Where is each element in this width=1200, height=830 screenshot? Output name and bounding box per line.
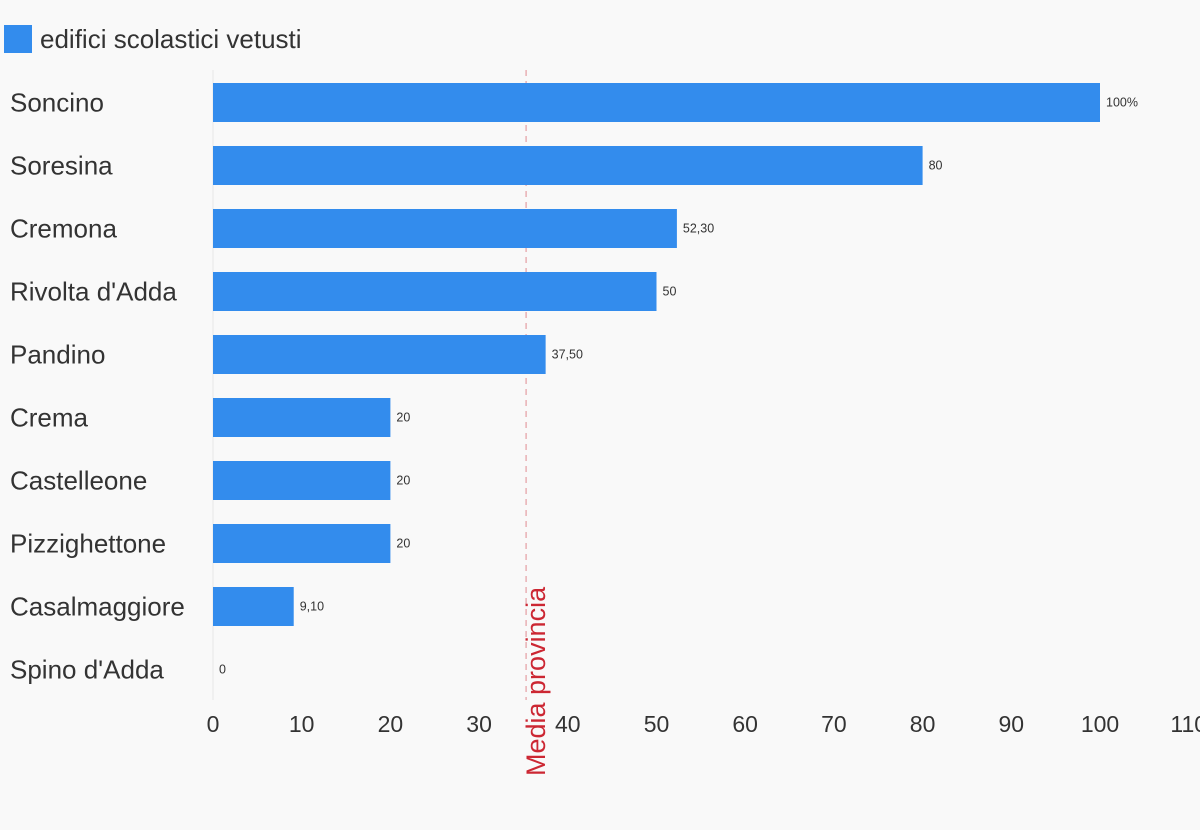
data-label: 80 bbox=[929, 159, 943, 173]
bar bbox=[213, 524, 391, 563]
bar bbox=[213, 146, 923, 185]
legend-label: edifici scolastici vetusti bbox=[40, 23, 302, 54]
bar bbox=[213, 398, 391, 437]
x-tick-label: 90 bbox=[999, 711, 1025, 737]
legend: edifici scolastici vetusti bbox=[4, 24, 302, 54]
x-tick-label: 0 bbox=[207, 711, 220, 737]
data-label: 52,30 bbox=[683, 222, 714, 236]
data-label: 50 bbox=[663, 285, 677, 299]
data-label: 9,10 bbox=[300, 600, 324, 614]
category-label: Soresina bbox=[10, 151, 113, 181]
bar bbox=[213, 83, 1100, 122]
data-label: 37,50 bbox=[552, 348, 583, 362]
x-tick-label: 20 bbox=[378, 711, 404, 737]
category-label: Cremona bbox=[10, 214, 117, 244]
data-label: 0 bbox=[219, 663, 226, 677]
bar bbox=[213, 209, 677, 248]
bar bbox=[213, 587, 294, 626]
x-tick-label: 60 bbox=[732, 711, 758, 737]
x-tick-label: 70 bbox=[821, 711, 847, 737]
x-tick-label: 10 bbox=[289, 711, 315, 737]
bar bbox=[213, 461, 391, 500]
legend-swatch bbox=[4, 25, 32, 53]
category-label: Castelleone bbox=[10, 466, 147, 496]
x-tick-label: 100 bbox=[1081, 711, 1119, 737]
category-label: Casalmaggiore bbox=[10, 592, 185, 622]
data-label: 20 bbox=[396, 474, 410, 488]
bar bbox=[213, 335, 546, 374]
category-label: Pandino bbox=[10, 340, 105, 370]
category-label: Pizzighettone bbox=[10, 529, 166, 559]
data-label: 20 bbox=[396, 411, 410, 425]
x-tick-label: 80 bbox=[910, 711, 936, 737]
data-label: 100% bbox=[1106, 96, 1138, 110]
category-label: Crema bbox=[10, 403, 89, 433]
reference-line-label: Media provincia bbox=[521, 586, 551, 776]
x-tick-label: 50 bbox=[644, 711, 670, 737]
data-label: 20 bbox=[396, 537, 410, 551]
category-label: Soncino bbox=[10, 88, 104, 118]
x-tick-label: 30 bbox=[466, 711, 492, 737]
x-tick-label: 110 bbox=[1170, 711, 1200, 737]
category-label: Rivolta d'Adda bbox=[10, 277, 177, 307]
x-tick-label: 40 bbox=[555, 711, 581, 737]
bar bbox=[213, 272, 657, 311]
category-label: Spino d'Adda bbox=[10, 655, 164, 685]
